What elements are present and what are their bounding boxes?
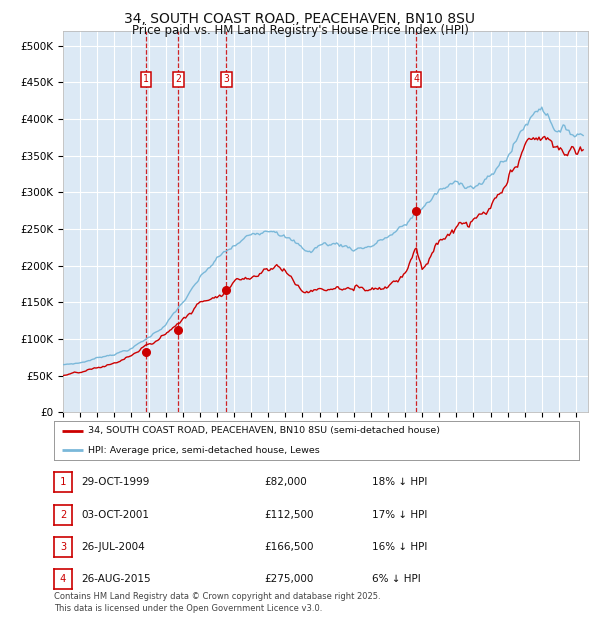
Text: 4: 4	[413, 74, 419, 84]
Text: 1: 1	[143, 74, 149, 84]
Text: 16% ↓ HPI: 16% ↓ HPI	[372, 542, 427, 552]
Text: 6% ↓ HPI: 6% ↓ HPI	[372, 574, 421, 584]
Text: 26-AUG-2015: 26-AUG-2015	[81, 574, 151, 584]
Text: 03-OCT-2001: 03-OCT-2001	[81, 510, 149, 520]
Text: £166,500: £166,500	[264, 542, 314, 552]
Text: 26-JUL-2004: 26-JUL-2004	[81, 542, 145, 552]
Text: 34, SOUTH COAST ROAD, PEACEHAVEN, BN10 8SU (semi-detached house): 34, SOUTH COAST ROAD, PEACEHAVEN, BN10 8…	[88, 426, 440, 435]
Text: 18% ↓ HPI: 18% ↓ HPI	[372, 477, 427, 487]
Text: 34, SOUTH COAST ROAD, PEACEHAVEN, BN10 8SU: 34, SOUTH COAST ROAD, PEACEHAVEN, BN10 8…	[125, 12, 476, 27]
Text: £112,500: £112,500	[264, 510, 314, 520]
Text: £275,000: £275,000	[264, 574, 313, 584]
Text: Price paid vs. HM Land Registry's House Price Index (HPI): Price paid vs. HM Land Registry's House …	[131, 24, 469, 37]
Text: 2: 2	[60, 510, 66, 520]
Text: 3: 3	[60, 542, 66, 552]
Text: 17% ↓ HPI: 17% ↓ HPI	[372, 510, 427, 520]
Text: 3: 3	[224, 74, 229, 84]
Text: HPI: Average price, semi-detached house, Lewes: HPI: Average price, semi-detached house,…	[88, 446, 320, 455]
Text: Contains HM Land Registry data © Crown copyright and database right 2025.
This d: Contains HM Land Registry data © Crown c…	[54, 591, 380, 613]
Text: 2: 2	[175, 74, 181, 84]
Text: 1: 1	[60, 477, 66, 487]
Text: 29-OCT-1999: 29-OCT-1999	[81, 477, 149, 487]
Text: £82,000: £82,000	[264, 477, 307, 487]
Text: 4: 4	[60, 574, 66, 584]
